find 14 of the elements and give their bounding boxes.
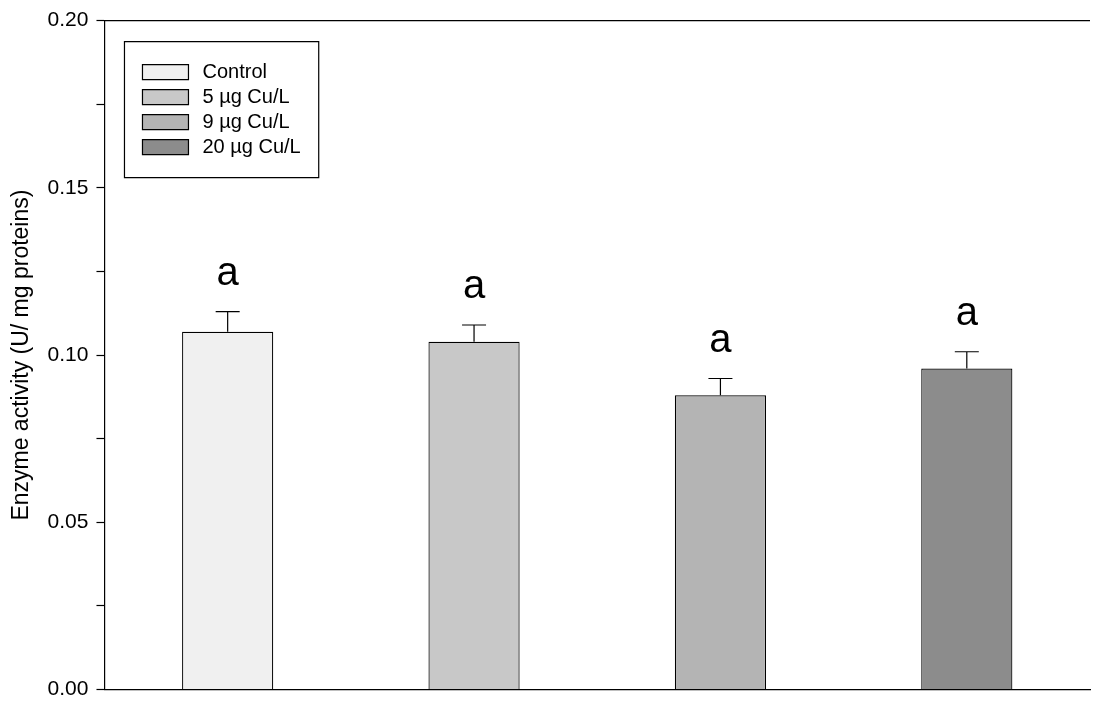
legend-label: Control	[202, 59, 267, 82]
y-tick-label: 0.20	[47, 7, 89, 31]
annotation: a	[709, 315, 733, 360]
legend-label: 5 µg Cu/L	[202, 84, 290, 107]
y-tick-label: 0.15	[47, 174, 89, 198]
y-tick-label: 0.05	[47, 509, 89, 533]
legend-label: 20 µg Cu/L	[202, 134, 301, 157]
y-tick-label: 0.10	[47, 341, 89, 365]
annotation: a	[955, 288, 979, 333]
annotation: a	[462, 262, 486, 307]
annotation: a	[216, 248, 240, 293]
legend-label: 9 µg Cu/L	[202, 109, 290, 132]
y-axis-title: Enzyme activity (U/ mg proteins)	[7, 189, 34, 521]
y-tick-label: 0.00	[47, 676, 89, 700]
